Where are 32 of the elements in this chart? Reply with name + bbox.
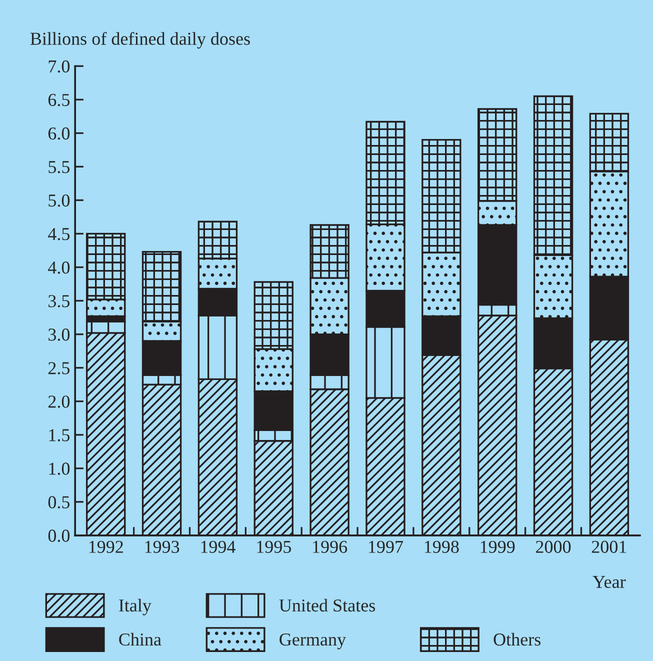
y-tick-label: 3.5 <box>48 295 70 308</box>
y-tick-label: 6.0 <box>48 127 70 140</box>
y-tick-label: 2.0 <box>48 396 70 408</box>
x-tick-label: 1994 <box>201 540 236 553</box>
x-tick-label: 2001 <box>592 540 626 553</box>
legend-label: United States <box>279 598 375 612</box>
x-tick-label: 1995 <box>257 540 291 553</box>
x-tick-label: 1992 <box>89 540 123 553</box>
y-tick-label: 0.5 <box>48 496 70 508</box>
y-axis-title: Billions of defined daily doses <box>30 32 250 49</box>
y-tick-label: 4.0 <box>48 261 70 274</box>
legend-label: Italy <box>119 598 152 616</box>
x-tick-label: 1999 <box>480 540 515 553</box>
y-tick-label: 3.0 <box>48 328 70 341</box>
y-tick-label: 6.5 <box>48 94 70 106</box>
x-tick-label: 1996 <box>313 540 348 553</box>
legend-label: Germany <box>280 633 346 650</box>
y-tick-label: 5.0 <box>48 194 70 207</box>
x-tick-label: 1997 <box>369 540 404 553</box>
y-tick-label: 4.5 <box>48 228 70 240</box>
y-tick-label: 1.5 <box>49 429 70 442</box>
x-tick-label: 1998 <box>424 540 459 553</box>
y-tick-label: 0.0 <box>48 530 70 542</box>
y-tick-label: 7.0 <box>48 60 70 73</box>
x-tick-label: 2000 <box>536 540 571 553</box>
y-tick-label: 1.0 <box>49 462 70 475</box>
x-axis-title: Year <box>592 576 626 588</box>
y-tick-label: 2.5 <box>48 362 70 374</box>
y-tick-label: 5.5 <box>48 161 70 174</box>
x-tick-label: 1993 <box>145 540 180 553</box>
legend-label: Others <box>494 632 540 646</box>
legend-label: China <box>119 632 162 646</box>
